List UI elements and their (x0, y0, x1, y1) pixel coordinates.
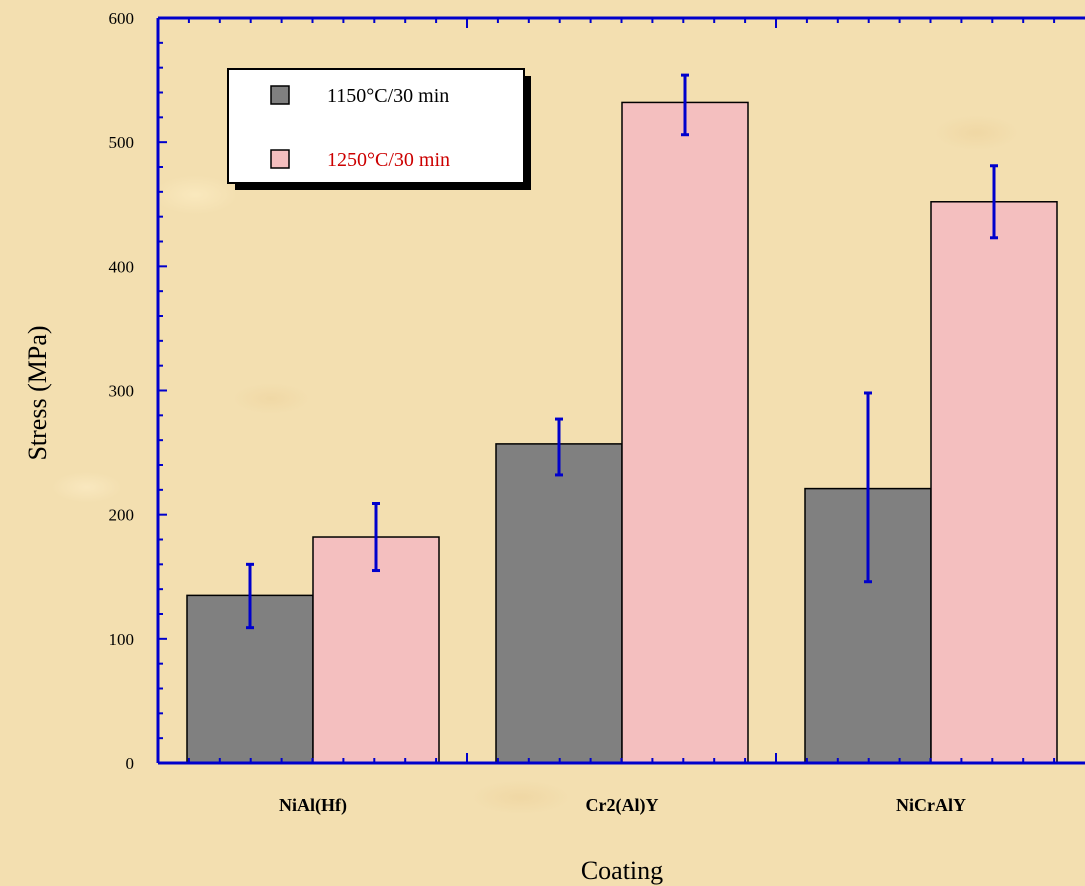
legend-swatch-1250 (270, 149, 290, 169)
y-tick-label: 600 (109, 9, 135, 28)
legend: 1150°C/30 min 1250°C/30 min (227, 68, 531, 190)
x-axis-title: Coating (581, 856, 663, 885)
bar-1-0 (312, 536, 440, 764)
x-tick-label: Cr2(Al)Y (586, 795, 659, 816)
bar-1-2 (930, 201, 1058, 764)
legend-label-1150: 1150°C/30 min (327, 85, 449, 107)
y-axis-title: Stress (MPa) (23, 325, 52, 460)
y-tick-label: 500 (109, 133, 135, 152)
error-bars (246, 73, 998, 630)
y-axis-ticks: 0 100 200 300 400 500 600 (109, 9, 135, 773)
y-tick-label: 300 (109, 382, 135, 401)
legend-swatch-1150 (270, 85, 290, 105)
y-tick-label: 100 (109, 630, 135, 649)
category-labels: NiAl(Hf) Cr2(Al)Y NiCrAlY (279, 795, 966, 816)
bar-0-1 (495, 443, 623, 764)
bars (186, 101, 1058, 764)
x-tick-label: NiCrAlY (896, 795, 966, 815)
x-tick-label: NiAl(Hf) (279, 795, 347, 816)
legend-label-1250: 1250°C/30 min (327, 149, 450, 171)
y-tick-label: 0 (126, 754, 135, 773)
y-tick-label: 200 (109, 506, 135, 525)
y-tick-label: 400 (109, 257, 135, 276)
axes (156, 16, 1085, 765)
bar-1-1 (621, 101, 749, 764)
